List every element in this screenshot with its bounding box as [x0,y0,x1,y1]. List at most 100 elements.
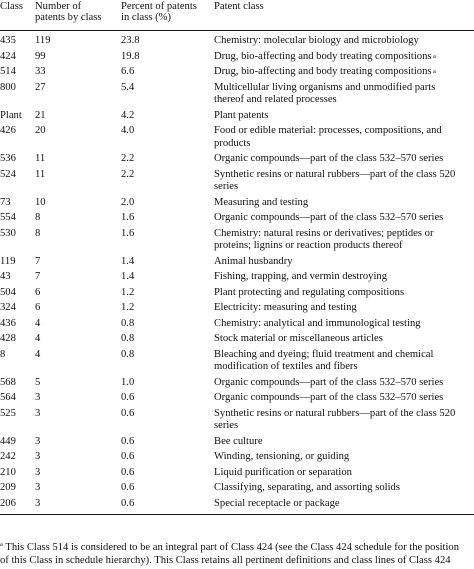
cell-percent: 2.2 [121,153,135,164]
cell-patent-class: Synthetic resins or natural rubbers—part… [214,168,456,193]
table-row: 428 4 0.8 Stock material or miscellaneous a… [0,333,474,346]
table-row: 324 6 1.2 Electricity: measuring and testin… [0,302,474,315]
cell-number: 8 [35,227,41,239]
cell-class: 514 [0,66,16,77]
header-number-of-patents: Number of patents by class [35,1,102,23]
cell-patent-class: Chemistry: analytical and immunological … [214,317,421,329]
cell-class: 568 [0,376,16,388]
cell-number: 27 [35,81,46,93]
cell-class: 564 [0,392,16,403]
cell-number: 20 [35,125,46,136]
table-row: 210 3 0.6 Liquid purification or separation [0,467,474,480]
cell-number: 6 [35,286,41,298]
table-row: 119 7 1.4 Animal husbandry [0,256,474,269]
cell-number: 11 [35,168,46,180]
cell-class: 530 [0,227,16,239]
cell-percent: 1.0 [121,376,135,388]
cell-class: 435 [0,35,16,46]
cell-number: 21 [35,109,46,121]
cell-patent-class: Bleaching and dyeing; fluid treatment an… [214,348,434,373]
cell-patent-class: Organic compounds—part of the class 532–… [214,212,444,223]
cell-percent: 1.4 [121,255,135,267]
cell-patent-class: Special receptacle or package [214,497,340,509]
cell-number: 99 [35,50,46,62]
cell-class: 119 [0,255,16,267]
cell-percent: 0.8 [121,317,135,329]
cell-percent: 0.6 [121,407,135,419]
cell-percent: 6.6 [121,66,135,77]
cell-class: 210 [0,466,16,478]
header-class: Class [0,1,23,12]
cell-number: 3 [35,435,41,447]
cell-number: 33 [35,66,46,77]
cell-percent: 1.4 [121,271,135,282]
cell-percent: 4.0 [121,125,135,136]
cell-percent: 1.6 [121,212,135,223]
cell-patent-class: Stock material or miscellaneous articles [214,333,383,344]
cell-class: 209 [0,482,16,493]
cell-number: 3 [35,451,41,462]
cell-number: 4 [35,317,41,329]
table-row: 564 3 0.6 Organic compounds—part of the cla… [0,392,474,405]
table-row: 436 4 0.8 Chemistry: analytical and immunol… [0,318,474,331]
cell-patent-class: Plant protecting and regulating composit… [214,286,405,298]
cell-number: 3 [35,466,41,478]
cell-number: 8 [35,212,41,223]
cell-number: 4 [35,333,41,344]
cell-number: 119 [35,35,51,46]
cell-percent: 0.6 [121,392,135,403]
cell-class: 73 [0,196,11,208]
cell-patent-class: Drug, bio-affecting and body treating co… [214,50,432,62]
table-row: 800 27 5.4 Multicellular living organisms a… [0,82,474,107]
table-row: 209 3 0.6 Classifying, separating, and asso… [0,482,474,495]
cell-patent-class: Plant patents [214,109,269,121]
cell-patent-class: Drug, bio-affecting and body treating co… [214,66,432,77]
cell-percent: 0.8 [121,333,135,344]
cell-number: 7 [35,271,41,282]
cell-class: 536 [0,153,16,164]
table-row: 424 99 19.8 Drug, bio-affecting and body tr… [0,51,474,64]
cell-class: 426 [0,125,16,136]
table-row: 206 3 0.6 Special receptacle or package [0,498,474,511]
cell-number: 6 [35,302,41,313]
cell-patent-class: Fishing, trapping, and vermin destroying [214,271,388,282]
cell-class: 800 [0,81,16,93]
cell-number: 3 [35,482,41,493]
cell-class: 8 [0,348,6,360]
footnote-ref-marker: a [433,68,436,75]
cell-class: 424 [0,50,16,62]
cell-number: 7 [35,255,41,267]
cell-class: Plant [0,109,22,121]
cell-percent: 0.6 [121,466,135,478]
cell-patent-class: Chemistry: molecular biology and microbi… [214,35,419,46]
cell-class: 554 [0,212,16,223]
table-header: Class Number of patents by class Percent… [0,0,474,30]
cell-percent: 19.8 [121,50,140,62]
cell-number: 11 [35,153,46,164]
cell-class: 206 [0,497,16,509]
cell-class: 43 [0,271,11,282]
table-row: 449 3 0.6 Bee culture [0,436,474,449]
table-row: 524 11 2.2 Synthetic resins or natural rubb… [0,169,474,194]
cell-percent: 0.6 [121,451,135,462]
cell-class: 524 [0,168,16,180]
cell-percent: 23.8 [121,35,140,46]
cell-patent-class: Winding, tensioning, or guiding [214,451,350,462]
footnote-line-1: a This Class 514 is considered to be an … [0,541,474,555]
cell-patent-class: Animal husbandry [214,255,293,267]
table-row: 73 10 2.0 Measuring and testing [0,197,474,210]
table-row: 568 5 1.0 Organic compounds—part of the cla… [0,377,474,390]
cell-patent-class: Measuring and testing [214,196,309,208]
table-row: 435 119 23.8 Chemistry: molecular biology a… [0,35,474,48]
table-row: 242 3 0.6 Winding, tensioning, or guiding [0,451,474,464]
cell-class: 428 [0,333,16,344]
cell-class: 324 [0,302,16,313]
header-divider [0,30,474,31]
table-row: 554 8 1.6 Organic compounds—part of the cla… [0,212,474,225]
cell-percent: 1.2 [121,286,135,298]
cell-number: 4 [35,348,41,360]
cell-patent-class: Food or edible material: processes, comp… [214,125,442,149]
cell-patent-class: Organic compounds—part of the class 532–… [214,392,444,403]
table-row: 514 33 6.6 Drug, bio-affecting and body tre… [0,66,474,79]
table-row: 525 3 0.6 Synthetic resins or natural rubbe… [0,408,474,433]
